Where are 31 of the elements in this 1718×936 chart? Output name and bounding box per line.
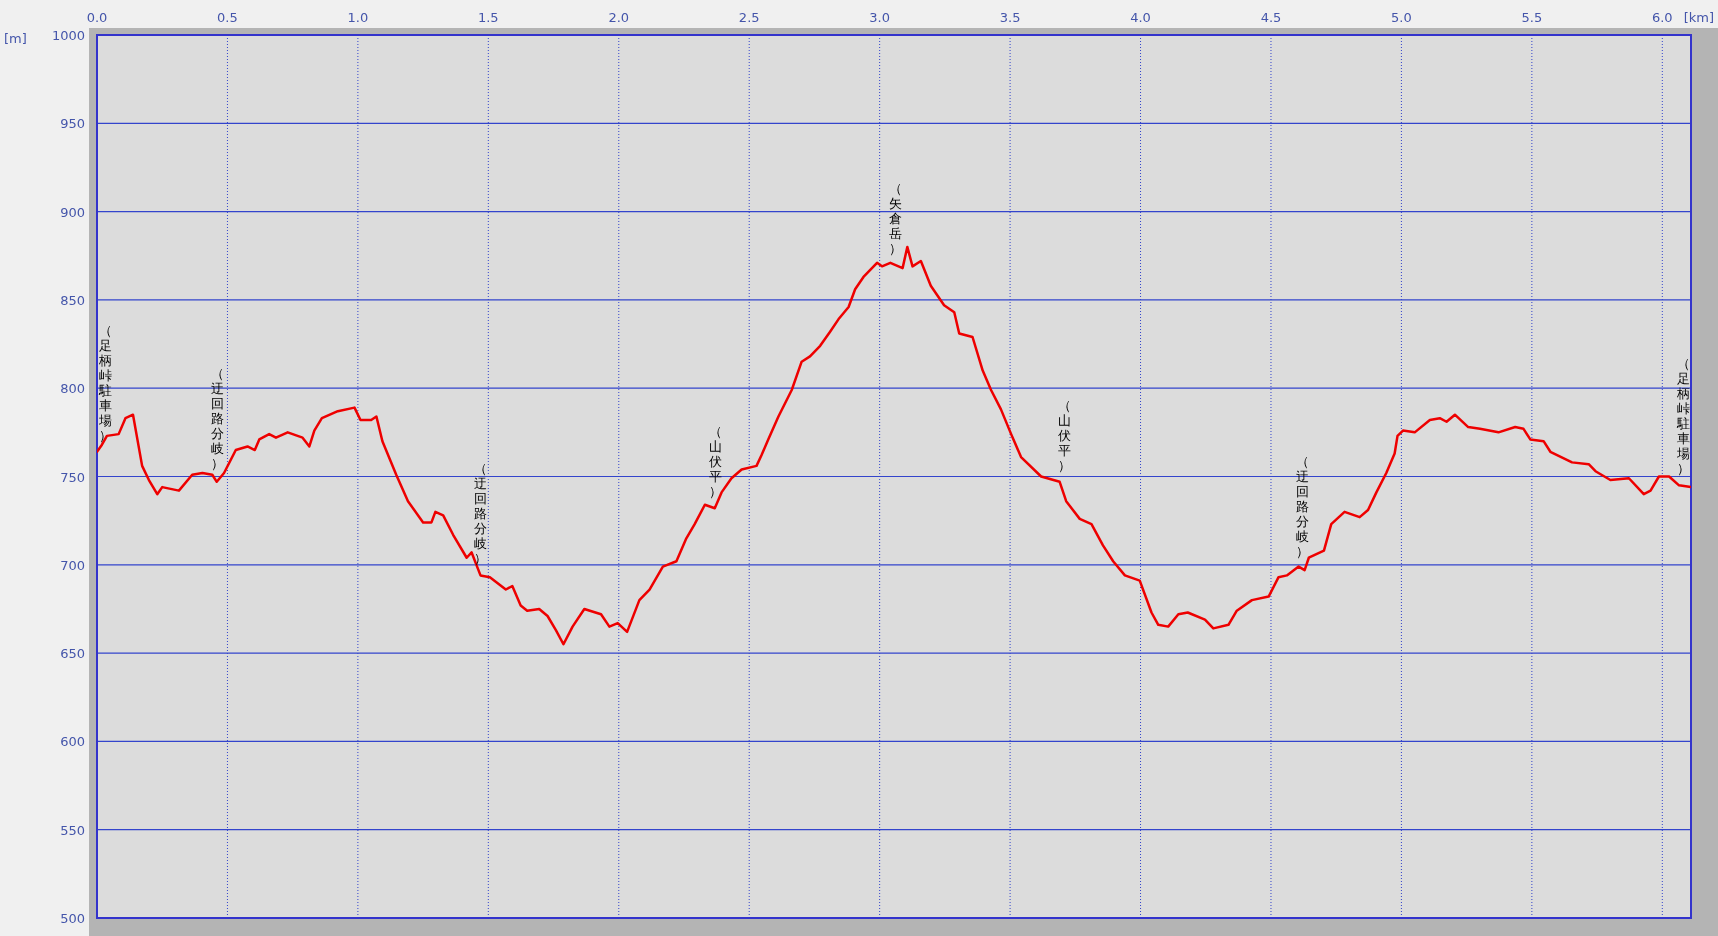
x-tick-label: 1.5 bbox=[477, 10, 499, 25]
y-tick-label: 700 bbox=[60, 557, 85, 573]
y-tick-label: 500 bbox=[60, 911, 85, 926]
x-tick-label: 5.5 bbox=[1521, 10, 1543, 25]
y-tick-label: 850 bbox=[60, 292, 85, 308]
x-tick-label: 2.5 bbox=[738, 10, 760, 25]
x-tick-label: 1.0 bbox=[347, 10, 369, 25]
annotation: （足柄峠駐車場） bbox=[1675, 356, 1690, 477]
x-tick-label: 3.5 bbox=[999, 10, 1021, 25]
y-tick-label: 1000 bbox=[51, 28, 85, 43]
x-tick-label: 3.0 bbox=[869, 10, 890, 25]
x-axis-title: [km] bbox=[1683, 10, 1714, 25]
y-tick-label: 750 bbox=[60, 469, 85, 485]
x-tick-label: 0.5 bbox=[217, 10, 238, 25]
y-tick-label: 550 bbox=[60, 822, 85, 838]
annotation: （山伏平） bbox=[1058, 397, 1072, 473]
y-tick-label: 900 bbox=[60, 204, 85, 220]
x-tick-label: 2.0 bbox=[608, 10, 630, 25]
y-axis-title: [m] bbox=[4, 31, 27, 46]
y-tick-label: 650 bbox=[60, 646, 85, 662]
annotation: （矢倉岳） bbox=[888, 180, 902, 256]
x-tick-label: 0.0 bbox=[86, 10, 108, 25]
y-tick-label: 800 bbox=[60, 381, 85, 397]
annotation: （迂回路分岐） bbox=[474, 461, 487, 567]
x-tick-label: 4.5 bbox=[1260, 10, 1282, 25]
x-tick-label: 6.0 bbox=[1651, 10, 1673, 25]
y-tick-label: 600 bbox=[60, 734, 85, 750]
x-tick-label: 5.0 bbox=[1391, 10, 1412, 25]
line-series bbox=[97, 245, 1691, 646]
x-tick-label: 4.0 bbox=[1130, 10, 1151, 25]
y-tick-label: 950 bbox=[60, 116, 85, 132]
